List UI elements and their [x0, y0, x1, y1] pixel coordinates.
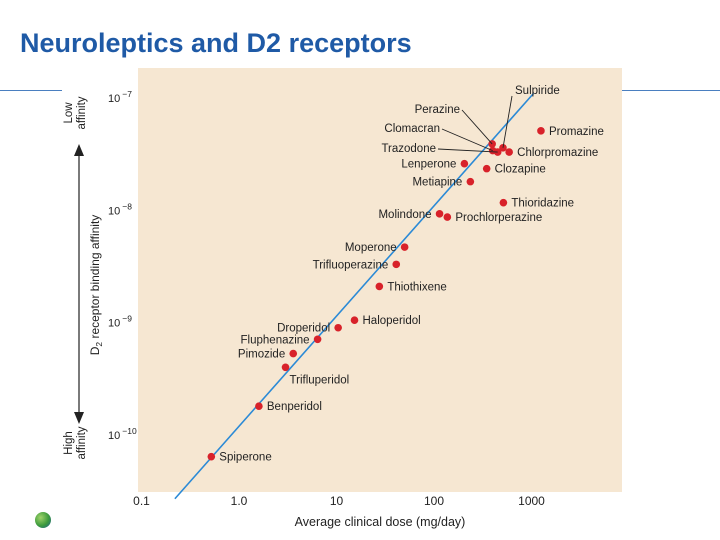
point-label: Prochlorperazine [455, 212, 542, 224]
x-tick-label: 1.0 [231, 494, 248, 508]
callout-leader [461, 109, 493, 145]
x-tick-label: 0.1 [133, 494, 150, 508]
data-point [482, 164, 491, 173]
data-point [281, 363, 290, 372]
point-label: Fluphenazine [241, 334, 310, 346]
y-tick-exponent: −10 [122, 426, 137, 436]
labels-layer: 0.1 1.0 10 100 1000 Average clinical dose (mg… [63, 85, 604, 529]
point-label: Sulpiride [515, 85, 560, 97]
y-bottom-label-line: affinity [76, 426, 88, 459]
data-point [466, 177, 475, 186]
data-point [435, 210, 444, 218]
marks-layer [174, 92, 545, 500]
point-label: Trifluoperazine [313, 259, 389, 271]
plot-layer [74, 144, 84, 424]
data-point [460, 159, 469, 168]
y-axis-title-main: D [88, 346, 102, 355]
data-point [400, 243, 409, 251]
point-label: Clomacran [384, 123, 440, 135]
point-label: Lenperone [401, 159, 456, 171]
data-point [334, 323, 342, 332]
data-point [392, 260, 401, 269]
y-bottom-label-line: High [63, 431, 75, 455]
arrow-up-icon [74, 144, 84, 156]
y-tick-label: 10 −7 [108, 89, 132, 105]
point-label: Metiapine [412, 177, 462, 189]
data-point [537, 127, 545, 135]
point-label: Trazodone [381, 143, 436, 155]
data-point [499, 198, 508, 207]
arrow-down-icon [74, 412, 84, 424]
y-tick-exponent: −9 [122, 314, 132, 324]
point-label: Haloperidol [363, 315, 421, 327]
y-top-label: Lowaffinity [63, 96, 88, 129]
point-label: Thiothixene [387, 281, 446, 293]
point-label: Clozapine [495, 164, 546, 176]
callout-leader [441, 128, 493, 152]
y-tick-exponent: −7 [122, 89, 132, 99]
y-tick-label: 10 −9 [108, 314, 132, 330]
callout-leader [502, 95, 513, 148]
y-bottom-label: Highaffinity [63, 426, 88, 459]
y-axis-title-sub: 2 [94, 342, 104, 347]
data-point [255, 402, 263, 411]
x-axis-title: Average clinical dose (mg/day) [295, 515, 466, 529]
title-rule-right [622, 90, 720, 91]
point-label: Droperidol [277, 323, 330, 335]
x-tick-label: 100 [424, 494, 444, 508]
data-point [207, 452, 216, 461]
point-label: Spiperone [219, 452, 271, 464]
point-label: Trifluperidol [290, 374, 350, 386]
publisher-logo-icon [35, 512, 51, 528]
point-label: Pimozide [238, 349, 285, 361]
point-label: Chlorpromazine [517, 147, 598, 159]
point-label: Molindone [378, 209, 431, 221]
slide-title: Neuroleptics and D2 receptors [20, 28, 412, 58]
data-point [350, 316, 359, 325]
point-label: Moperone [345, 242, 397, 254]
title-rule-left [0, 90, 62, 91]
y-top-label-line: affinity [76, 96, 88, 129]
x-tick-label: 10 [330, 494, 344, 508]
y-axis-title-rest: receptor binding affinity [88, 215, 102, 342]
data-point [289, 349, 298, 358]
y-top-label-line: Low [63, 102, 75, 124]
y-axis-title: D2 receptor binding affinity [88, 215, 104, 356]
point-label: Thioridazine [511, 198, 574, 210]
point-label: Promazine [549, 126, 604, 138]
y-tick-label: 10 −8 [108, 201, 132, 217]
point-label: Benperidol [267, 401, 322, 413]
y-tick-exponent: −8 [122, 201, 132, 211]
data-point [443, 213, 452, 221]
data-point [505, 148, 513, 156]
point-label: Perazine [415, 104, 460, 116]
data-point [313, 335, 322, 344]
x-tick-label: 1000 [518, 494, 545, 508]
callout-leader [437, 148, 498, 153]
trend-line [174, 92, 535, 500]
plot-background [138, 68, 622, 492]
y-tick-label: 10 −10 [108, 426, 137, 442]
data-point [375, 282, 384, 291]
